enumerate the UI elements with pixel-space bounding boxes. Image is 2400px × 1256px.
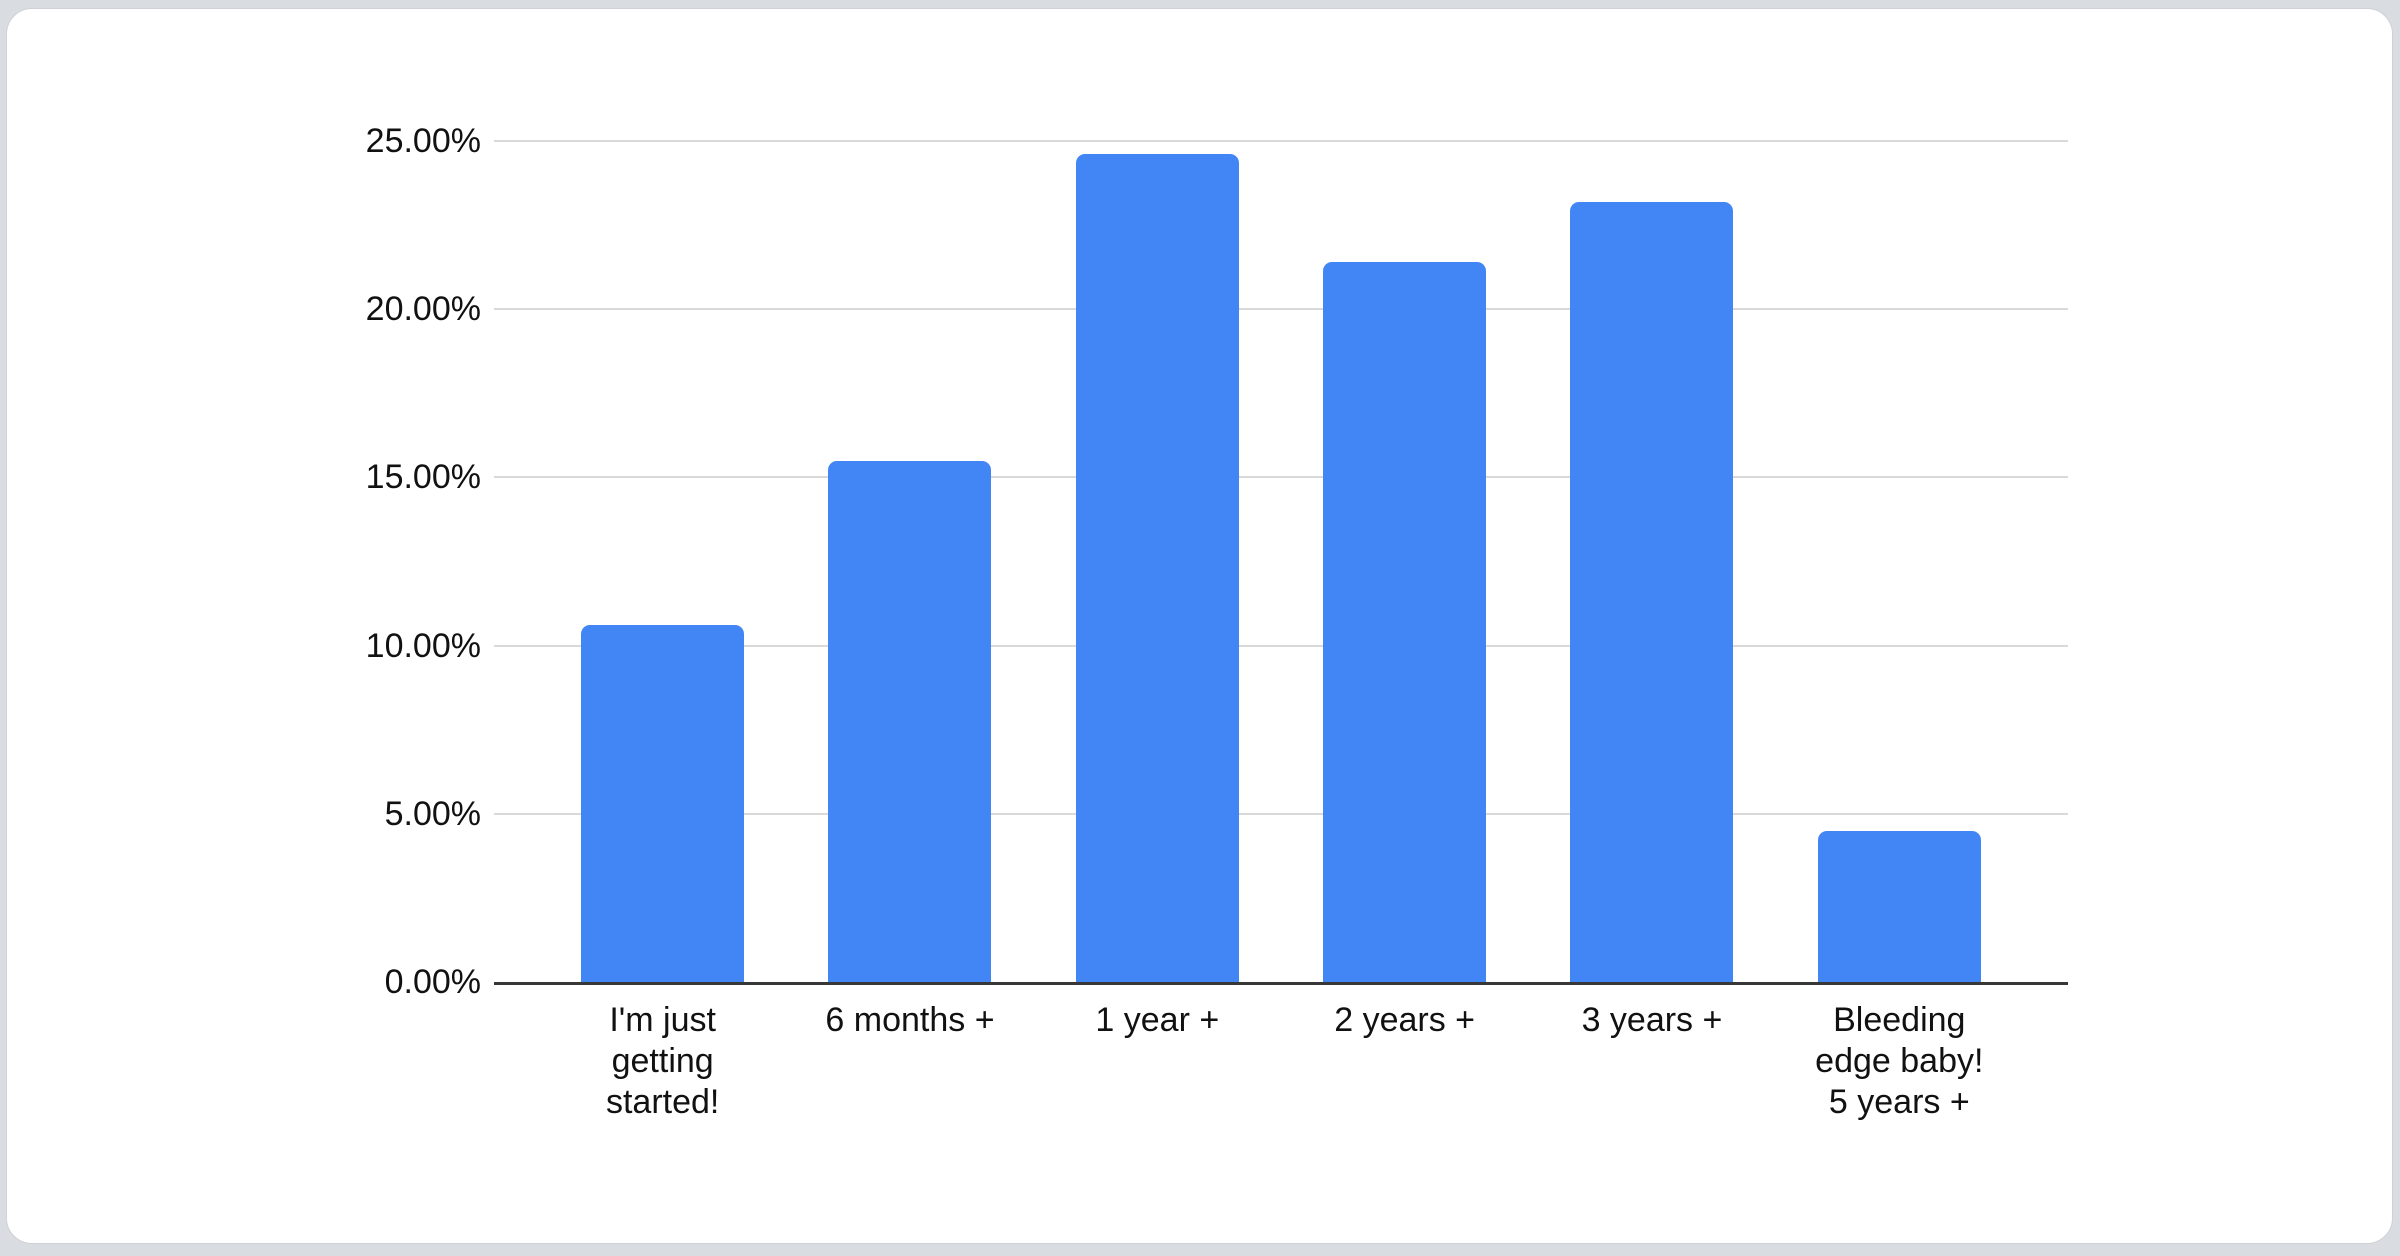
y-axis-tick-label: 15.00%	[365, 458, 481, 497]
bar-cell	[539, 141, 786, 982]
bar-chart: 0.00% 5.00% 10.00% 15.00% 20.00% 25.00% I'm j…	[7, 9, 2392, 1243]
x-axis-tick-label: I'm just getting started!	[605, 1001, 720, 1121]
bar-6[interactable]	[1817, 830, 1981, 982]
bar-cell	[1034, 141, 1281, 982]
x-axis-tick-label: 2 years +	[1334, 1001, 1476, 1039]
bar-4[interactable]	[1323, 262, 1487, 982]
x-axis-tick-label: 3 years +	[1581, 1001, 1723, 1039]
gridline	[494, 812, 2068, 815]
x-axis-tick-label: 1 year +	[1095, 1001, 1220, 1039]
y-axis-tick-label: 5.00%	[384, 794, 481, 833]
y-axis-tick-label: 0.00%	[384, 963, 481, 1001]
y-axis-tick-label: 25.00%	[365, 122, 481, 160]
bar-cell	[1776, 141, 2023, 982]
x-axis-tick-label: 6 months +	[825, 1001, 995, 1039]
gridline	[494, 476, 2068, 479]
bar-2[interactable]	[828, 460, 992, 982]
gridline	[494, 644, 2068, 647]
gridline	[494, 308, 2068, 311]
bar-cell	[786, 141, 1033, 982]
bar-3[interactable]	[1075, 154, 1239, 982]
y-axis-tick-label: 10.00%	[365, 626, 481, 665]
gridline	[494, 140, 2068, 142]
y-axis-tick-label: 20.00%	[365, 290, 481, 329]
x-axis: I'm just getting started! 6 months + 1 yea…	[494, 1000, 2068, 1123]
bar-5[interactable]	[1570, 201, 1734, 982]
x-axis-tick-label: Bleeding edge baby! 5 years +	[1815, 1001, 1984, 1121]
bar-cell	[1281, 141, 1528, 982]
bar-1[interactable]	[581, 625, 745, 982]
bar-cell	[1528, 141, 1775, 982]
plot-area	[494, 141, 2068, 982]
x-axis-baseline	[494, 982, 2068, 985]
chart-card: 0.00% 5.00% 10.00% 15.00% 20.00% 25.00% I'm j…	[6, 8, 2393, 1244]
